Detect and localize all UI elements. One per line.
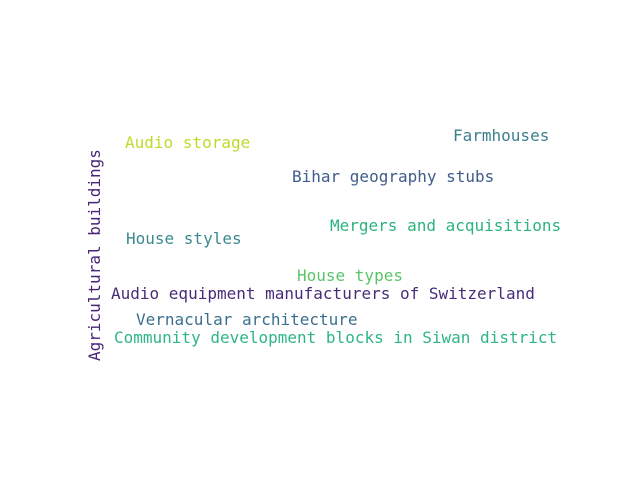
word-audio-storage: Audio storage [125, 133, 251, 152]
word-house-styles: House styles [126, 229, 242, 248]
word-farmhouses: Farmhouses [453, 126, 550, 145]
word-agricultural-buildings: Agricultural buildings [85, 149, 104, 361]
word-mergers-and-acquisitions: Mergers and acquisitions [330, 216, 562, 235]
word-community-development-blocks: Community development blocks in Siwan di… [114, 328, 558, 347]
word-vernacular-architecture: Vernacular architecture [136, 310, 358, 329]
word-bihar-geography-stubs: Bihar geography stubs [292, 167, 495, 186]
word-house-types: House types [297, 266, 403, 285]
word-audio-equipment-manufacturers: Audio equipment manufacturers of Switzer… [111, 284, 535, 303]
